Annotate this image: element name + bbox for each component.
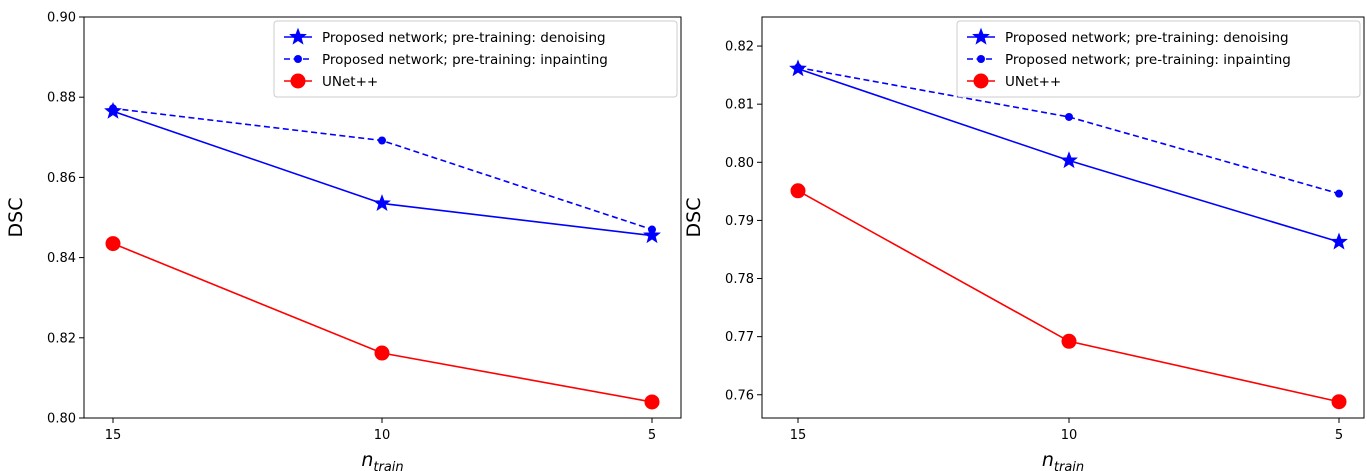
y-tick-label: 0.90	[47, 11, 76, 26]
legend-label: Proposed network; pre-training: inpainti…	[1005, 52, 1291, 68]
y-axis-label: DSC	[683, 198, 705, 238]
x-axis-label: ntrain	[1042, 449, 1084, 471]
data-point	[648, 225, 656, 234]
x-tick-label: 10	[1061, 428, 1078, 443]
plot-frame	[761, 16, 1365, 419]
x-axis-label-subscript: train	[373, 460, 403, 471]
x-axis-label: ntrain	[361, 449, 403, 471]
legend: Proposed network; pre-training: denoisin…	[273, 20, 678, 98]
y-tick-label: 0.86	[47, 171, 76, 186]
data-point	[643, 226, 661, 244]
legend-marker	[972, 27, 990, 45]
y-tick-label: 0.77	[725, 330, 754, 345]
legend-label: Proposed network; pre-training: inpainti…	[322, 52, 608, 68]
y-tick-label: 0.81	[725, 98, 754, 113]
data-point	[790, 183, 806, 199]
legend-marker	[289, 27, 307, 45]
data-point	[378, 136, 386, 145]
data-point	[1061, 333, 1077, 349]
data-point	[1330, 232, 1348, 250]
x-tick-label: 5	[648, 428, 656, 443]
legend-marker	[973, 73, 989, 89]
data-point	[1335, 189, 1343, 198]
chart-panel-2: 0.76 0.77 0.78 0.79 0.80 0.81 0.82 15 10 5 DSC ntra…	[683, 16, 1365, 471]
data-point	[373, 194, 391, 212]
series-2	[109, 104, 656, 234]
series-3	[105, 236, 660, 410]
y-tick-label: 0.76	[725, 388, 754, 403]
legend-marker	[290, 73, 306, 89]
x-tick-label: 15	[790, 428, 807, 443]
y-tick-label: 0.82	[47, 331, 76, 346]
x-tick-label: 10	[374, 428, 391, 443]
y-tick-label: 0.80	[47, 412, 76, 427]
x-axis-label-main: n	[361, 449, 373, 471]
legend-marker	[294, 55, 302, 63]
series-line	[112, 107, 653, 231]
chart-panel-1: 0.80 0.82 0.84 0.86 0.88 0.90 15 10 5 DSC ntrain Pr…	[5, 11, 682, 471]
series-1	[104, 101, 661, 244]
data-point	[794, 63, 802, 72]
data-point	[374, 345, 390, 361]
data-point	[105, 236, 121, 252]
y-axis-label: DSC	[5, 198, 27, 238]
data-point	[1065, 112, 1073, 121]
x-tick-label: 15	[105, 428, 122, 443]
y-tick-label: 0.88	[47, 91, 76, 106]
legend-frame	[273, 20, 678, 98]
y-tick-label: 0.84	[47, 251, 76, 266]
y-tick-label: 0.80	[725, 156, 754, 171]
data-point	[644, 394, 660, 410]
series-line	[112, 242, 653, 403]
y-tick-label: 0.78	[725, 272, 754, 287]
legend-frame	[956, 20, 1361, 98]
legend: Proposed network; pre-training: denoisin…	[956, 20, 1361, 98]
x-tick-label: 5	[1335, 428, 1343, 443]
x-axis-label-subscript: train	[1054, 460, 1084, 471]
x-axis-label-main: n	[1042, 449, 1054, 471]
data-point	[109, 104, 117, 113]
legend-label: Proposed network; pre-training: denoisin…	[1005, 30, 1289, 46]
series-3	[790, 183, 1347, 410]
y-tick-label: 0.82	[725, 40, 754, 55]
y-tick-label: 0.79	[725, 214, 754, 229]
series-2	[794, 63, 1343, 198]
series-line	[797, 190, 1340, 403]
legend-label: UNet++	[322, 74, 378, 90]
legend-label: UNet++	[1005, 74, 1061, 90]
series-line	[112, 110, 653, 237]
legend-label: Proposed network; pre-training: denoisin…	[322, 30, 606, 46]
data-point	[1331, 394, 1347, 410]
legend-marker	[977, 55, 985, 63]
data-point	[1060, 151, 1078, 169]
